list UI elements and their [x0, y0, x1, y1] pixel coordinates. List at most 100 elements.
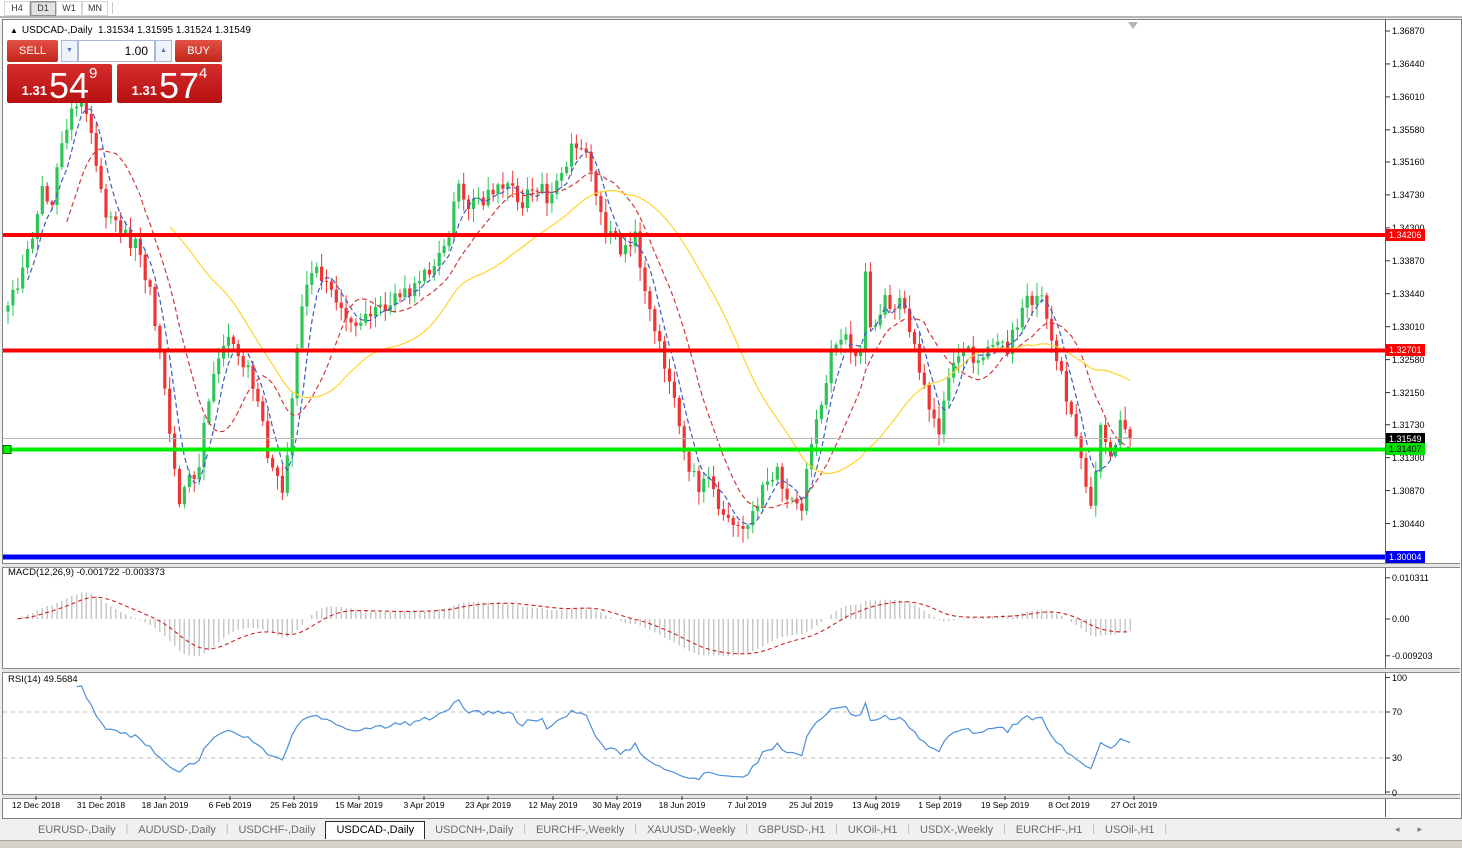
chart-tab-audusd-daily[interactable]: AUDUSD-,Daily [138, 824, 216, 836]
buy-price-main: 57 [158, 65, 199, 106]
chart-tab-eurchf-weekly[interactable]: EURCHF-,Weekly [535, 824, 625, 836]
buy-price-pip: 4 [199, 65, 208, 82]
date-tick-label: 13 Aug 2019 [852, 800, 900, 810]
price-badge: 1.31407 [1386, 443, 1425, 455]
date-axis-separator [2, 794, 1460, 799]
sell-price-box[interactable]: 1.31 54 9 [7, 64, 112, 104]
chart-tab-usoil-h1[interactable]: USOil-,H1 [1105, 824, 1155, 836]
tab-separator: | [907, 824, 910, 835]
price-tick-label: 1.30440 [1392, 519, 1425, 529]
rsi-tick-label: 30 [1392, 753, 1403, 763]
tab-scroll-arrows: ◂▸ [1395, 824, 1440, 835]
tab-separator: | [1092, 824, 1095, 835]
timeframe-button-d1[interactable]: D1 [30, 1, 56, 16]
tab-scroll-left-icon[interactable]: ◂ [1394, 824, 1418, 834]
price-badge: 1.34206 [1386, 229, 1425, 241]
timeframe-button-w1[interactable]: W1 [56, 1, 82, 16]
rsi-tick-label: 0 [1392, 788, 1398, 798]
tab-separator: | [835, 824, 838, 835]
price-badge: 1.30004 [1386, 551, 1425, 563]
chart-tab-ukoil-h1[interactable]: UKOil-,H1 [847, 824, 898, 836]
date-tick-label: 12 May 2019 [528, 800, 578, 810]
macd-tick-label: 0.010311 [1392, 573, 1429, 583]
price-tick-label: 1.32150 [1392, 388, 1425, 398]
date-tick-label: 25 Feb 2019 [270, 800, 318, 810]
date-tick-label: 18 Jun 2019 [658, 800, 706, 810]
chart-tab-eurchf-h1[interactable]: EURCHF-,H1 [1015, 824, 1083, 836]
one-click-trade-panel: SELL ▼ ▲ BUY 1.31 54 9 1.31 57 4 [7, 40, 222, 106]
date-tick-label: 23 Apr 2019 [465, 800, 511, 810]
rsi-tick-label: 70 [1392, 707, 1403, 717]
price-tick-label: 1.34730 [1392, 190, 1425, 200]
tab-separator: | [745, 824, 749, 835]
buy-price-box[interactable]: 1.31 57 4 [117, 64, 222, 106]
macd-tick-label: -0.009203 [1392, 651, 1433, 661]
date-tick-label: 19 Sep 2019 [980, 800, 1030, 810]
date-tick-label: 3 Apr 2019 [403, 800, 445, 810]
chart-shift-marker-icon[interactable] [1128, 22, 1138, 29]
date-tick-label: 15 Mar 2019 [335, 800, 383, 810]
chart-tab-bar: EURUSD-,Daily | AUDUSD-,Daily | USDCHF-,Dail… [2, 820, 1460, 839]
sell-price-pip: 9 [89, 65, 98, 82]
date-tick-label: 25 Jul 2019 [789, 800, 833, 810]
date-tick-label: 27 Oct 2019 [1110, 800, 1158, 810]
tab-separator: | [225, 824, 229, 835]
price-badge: 1.31549 [1386, 433, 1425, 445]
chart-tab-eurusd-daily[interactable]: EURUSD-,Daily [38, 824, 116, 836]
chart-tab-gbpusd-h1[interactable]: GBPUSD-,H1 [758, 824, 826, 836]
tab-separator: | [634, 824, 637, 835]
price-tick-label: 1.34300 [1392, 223, 1425, 233]
price-tick-label: 1.31300 [1392, 453, 1425, 463]
price-badge: 1.32701 [1386, 344, 1425, 356]
price-tick-label: 1.35580 [1392, 125, 1425, 135]
price-tick-label: 1.36440 [1392, 59, 1425, 69]
chart-ohlc-values: 1.31534 1.31595 1.31524 1.31549 [98, 25, 251, 36]
timeframe-button-h4[interactable]: H4 [4, 1, 30, 16]
chart-tab-usdcnh-daily[interactable]: USDCNH-,Daily [435, 824, 514, 836]
timeframe-toolbar: H4 D1 W1 MN [0, 0, 1462, 18]
volume-decrease-button[interactable]: ▼ [61, 40, 78, 62]
date-tick-label: 30 May 2019 [592, 800, 642, 810]
price-tick-label: 1.36010 [1392, 92, 1425, 102]
macd-tick-label: 0.00 [1392, 614, 1410, 624]
chart-tab-xauusd-weekly[interactable]: XAUUSD-,Weekly [646, 824, 736, 836]
buy-button[interactable]: BUY [175, 40, 222, 62]
toolbar-separator [112, 2, 113, 14]
timeframe-button-mn[interactable]: MN [82, 1, 108, 16]
price-tick-label: 1.33440 [1392, 289, 1425, 299]
status-strip [0, 840, 1462, 848]
macd-panel-separator[interactable] [2, 563, 1460, 568]
chart-tab-usdcad-daily[interactable]: USDCAD-,Daily [325, 821, 426, 839]
date-tick-label: 18 Jan 2019 [141, 800, 189, 810]
buy-price-prefix: 1.31 [131, 83, 157, 98]
date-tick-label: 8 Oct 2019 [1048, 800, 1090, 810]
date-tick-label: 12 Dec 2018 [11, 800, 61, 810]
chart-tab-usdchf-daily[interactable]: USDCHF-,Daily [238, 824, 316, 836]
chart-ohlc-header: ▲ USDCAD-,Daily 1.31534 1.31595 1.31524 1… [10, 25, 251, 36]
volume-increase-button[interactable]: ▲ [155, 40, 172, 62]
date-tick-label: 1 Sep 2019 [918, 800, 962, 810]
price-tick-label: 1.35160 [1392, 157, 1425, 167]
chart-symbol-label: USDCAD-,Daily [21, 25, 93, 36]
price-axis-border [1385, 19, 1386, 817]
collapse-panel-icon[interactable]: ▲ [10, 26, 18, 35]
rsi-label: RSI(14) 49.5684 [8, 674, 78, 685]
rsi-tick-label: 100 [1392, 673, 1408, 683]
price-tick-label: 1.30870 [1392, 486, 1425, 496]
price-tick-label: 1.36870 [1392, 26, 1425, 36]
date-tick-label: 6 Feb 2019 [208, 800, 252, 810]
tab-separator: | [1003, 824, 1006, 835]
macd-label: MACD(12,26,9) -0.001722 -0.003373 [8, 567, 165, 578]
chart-window[interactable] [2, 19, 1462, 819]
rsi-panel-separator[interactable] [2, 668, 1460, 673]
tab-scroll-right-icon[interactable]: ▸ [1417, 824, 1440, 834]
tab-separator: | [1164, 824, 1168, 835]
chart-tab-usdx-weekly[interactable]: USDX-,Weekly [920, 824, 994, 836]
tab-separator: | [523, 824, 526, 835]
sell-button[interactable]: SELL [7, 40, 58, 62]
tab-separator: | [125, 824, 129, 835]
volume-input[interactable] [78, 40, 155, 62]
price-tick-label: 1.33870 [1392, 256, 1425, 266]
price-tick-label: 1.31730 [1392, 420, 1425, 430]
price-tick-label: 1.32580 [1392, 355, 1425, 365]
